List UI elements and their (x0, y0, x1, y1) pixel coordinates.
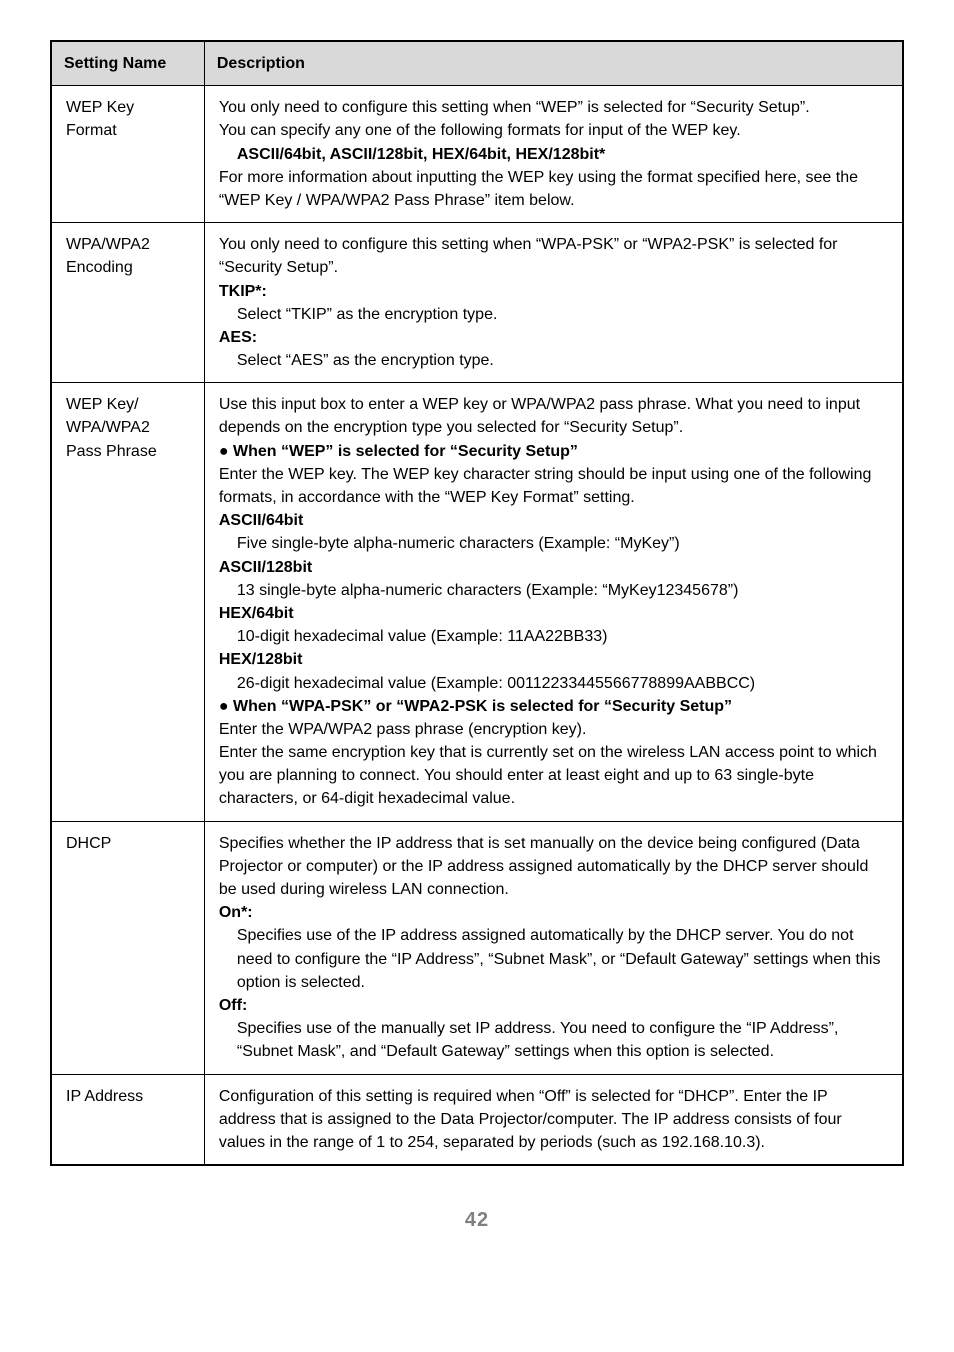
desc-heading: HEX/128bit (219, 648, 888, 671)
desc-paragraph: Enter the WPA/WPA2 pass phrase (encrypti… (219, 718, 888, 741)
desc-indent: 13 single-byte alpha-numeric characters … (219, 579, 888, 602)
desc-indent: 10-digit hexadecimal value (Example: 11A… (219, 625, 888, 648)
desc-bold-indent: ASCII/64bit, ASCII/128bit, HEX/64bit, HE… (219, 143, 888, 166)
desc-bullet-heading: When “WEP” is selected for “Security Set… (219, 440, 888, 463)
setting-name-cell: DHCP (51, 821, 204, 1074)
table-row: WEP Key/ WPA/WPA2 Pass Phrase Use this i… (51, 383, 903, 821)
description-cell: You only need to configure this setting … (204, 86, 903, 223)
desc-heading: HEX/64bit (219, 602, 888, 625)
table-header-row: Setting Name Description (51, 41, 903, 86)
desc-paragraph: For more information about inputting the… (219, 166, 888, 212)
header-description: Description (204, 41, 903, 86)
setting-name-line: Format (66, 119, 190, 142)
desc-heading: ASCII/128bit (219, 556, 888, 579)
setting-name-line: DHCP (66, 832, 190, 855)
desc-heading: Off: (219, 994, 888, 1017)
description-cell: You only need to configure this setting … (204, 223, 903, 383)
setting-name-cell: WPA/WPA2 Encoding (51, 223, 204, 383)
desc-paragraph: Specifies whether the IP address that is… (219, 832, 888, 902)
desc-heading: ASCII/64bit (219, 509, 888, 532)
desc-indent: Five single-byte alpha-numeric character… (219, 532, 888, 555)
desc-heading: AES: (219, 326, 888, 349)
table-row: WPA/WPA2 Encoding You only need to confi… (51, 223, 903, 383)
setting-name-line: WPA/WPA2 (66, 233, 190, 256)
setting-name-cell: WEP Key Format (51, 86, 204, 223)
page-number: 42 (50, 1206, 904, 1235)
settings-table: Setting Name Description WEP Key Format … (50, 40, 904, 1166)
description-cell: Configuration of this setting is require… (204, 1074, 903, 1165)
desc-bullet-heading: When “WPA-PSK” or “WPA2-PSK is selected … (219, 695, 888, 718)
description-cell: Specifies whether the IP address that is… (204, 821, 903, 1074)
desc-paragraph: Enter the same encryption key that is cu… (219, 741, 888, 811)
table-row: DHCP Specifies whether the IP address th… (51, 821, 903, 1074)
setting-name-line: Encoding (66, 256, 190, 279)
setting-name-line: WPA/WPA2 (66, 416, 190, 439)
desc-paragraph: Enter the WEP key. The WEP key character… (219, 463, 888, 509)
header-setting-name: Setting Name (51, 41, 204, 86)
setting-name-line: WEP Key/ (66, 393, 190, 416)
desc-paragraph: You only need to configure this setting … (219, 233, 888, 279)
desc-heading: TKIP*: (219, 280, 888, 303)
desc-indent: Select “TKIP” as the encryption type. (219, 303, 888, 326)
desc-paragraph: Configuration of this setting is require… (219, 1085, 888, 1155)
description-cell: Use this input box to enter a WEP key or… (204, 383, 903, 821)
desc-indent: Select “AES” as the encryption type. (219, 349, 888, 372)
setting-name-line: Pass Phrase (66, 440, 190, 463)
setting-name-cell: WEP Key/ WPA/WPA2 Pass Phrase (51, 383, 204, 821)
desc-indent: 26-digit hexadecimal value (Example: 001… (219, 672, 888, 695)
setting-name-cell: IP Address (51, 1074, 204, 1165)
setting-name-line: WEP Key (66, 96, 190, 119)
desc-indent: Specifies use of the manually set IP add… (219, 1017, 888, 1063)
desc-indent: Specifies use of the IP address assigned… (219, 924, 888, 994)
desc-heading: On*: (219, 901, 888, 924)
setting-name-line: IP Address (66, 1085, 190, 1108)
desc-paragraph: You only need to configure this setting … (219, 96, 888, 119)
desc-paragraph: You can specify any one of the following… (219, 119, 888, 142)
table-row: WEP Key Format You only need to configur… (51, 86, 903, 223)
desc-paragraph: Use this input box to enter a WEP key or… (219, 393, 888, 439)
table-row: IP Address Configuration of this setting… (51, 1074, 903, 1165)
